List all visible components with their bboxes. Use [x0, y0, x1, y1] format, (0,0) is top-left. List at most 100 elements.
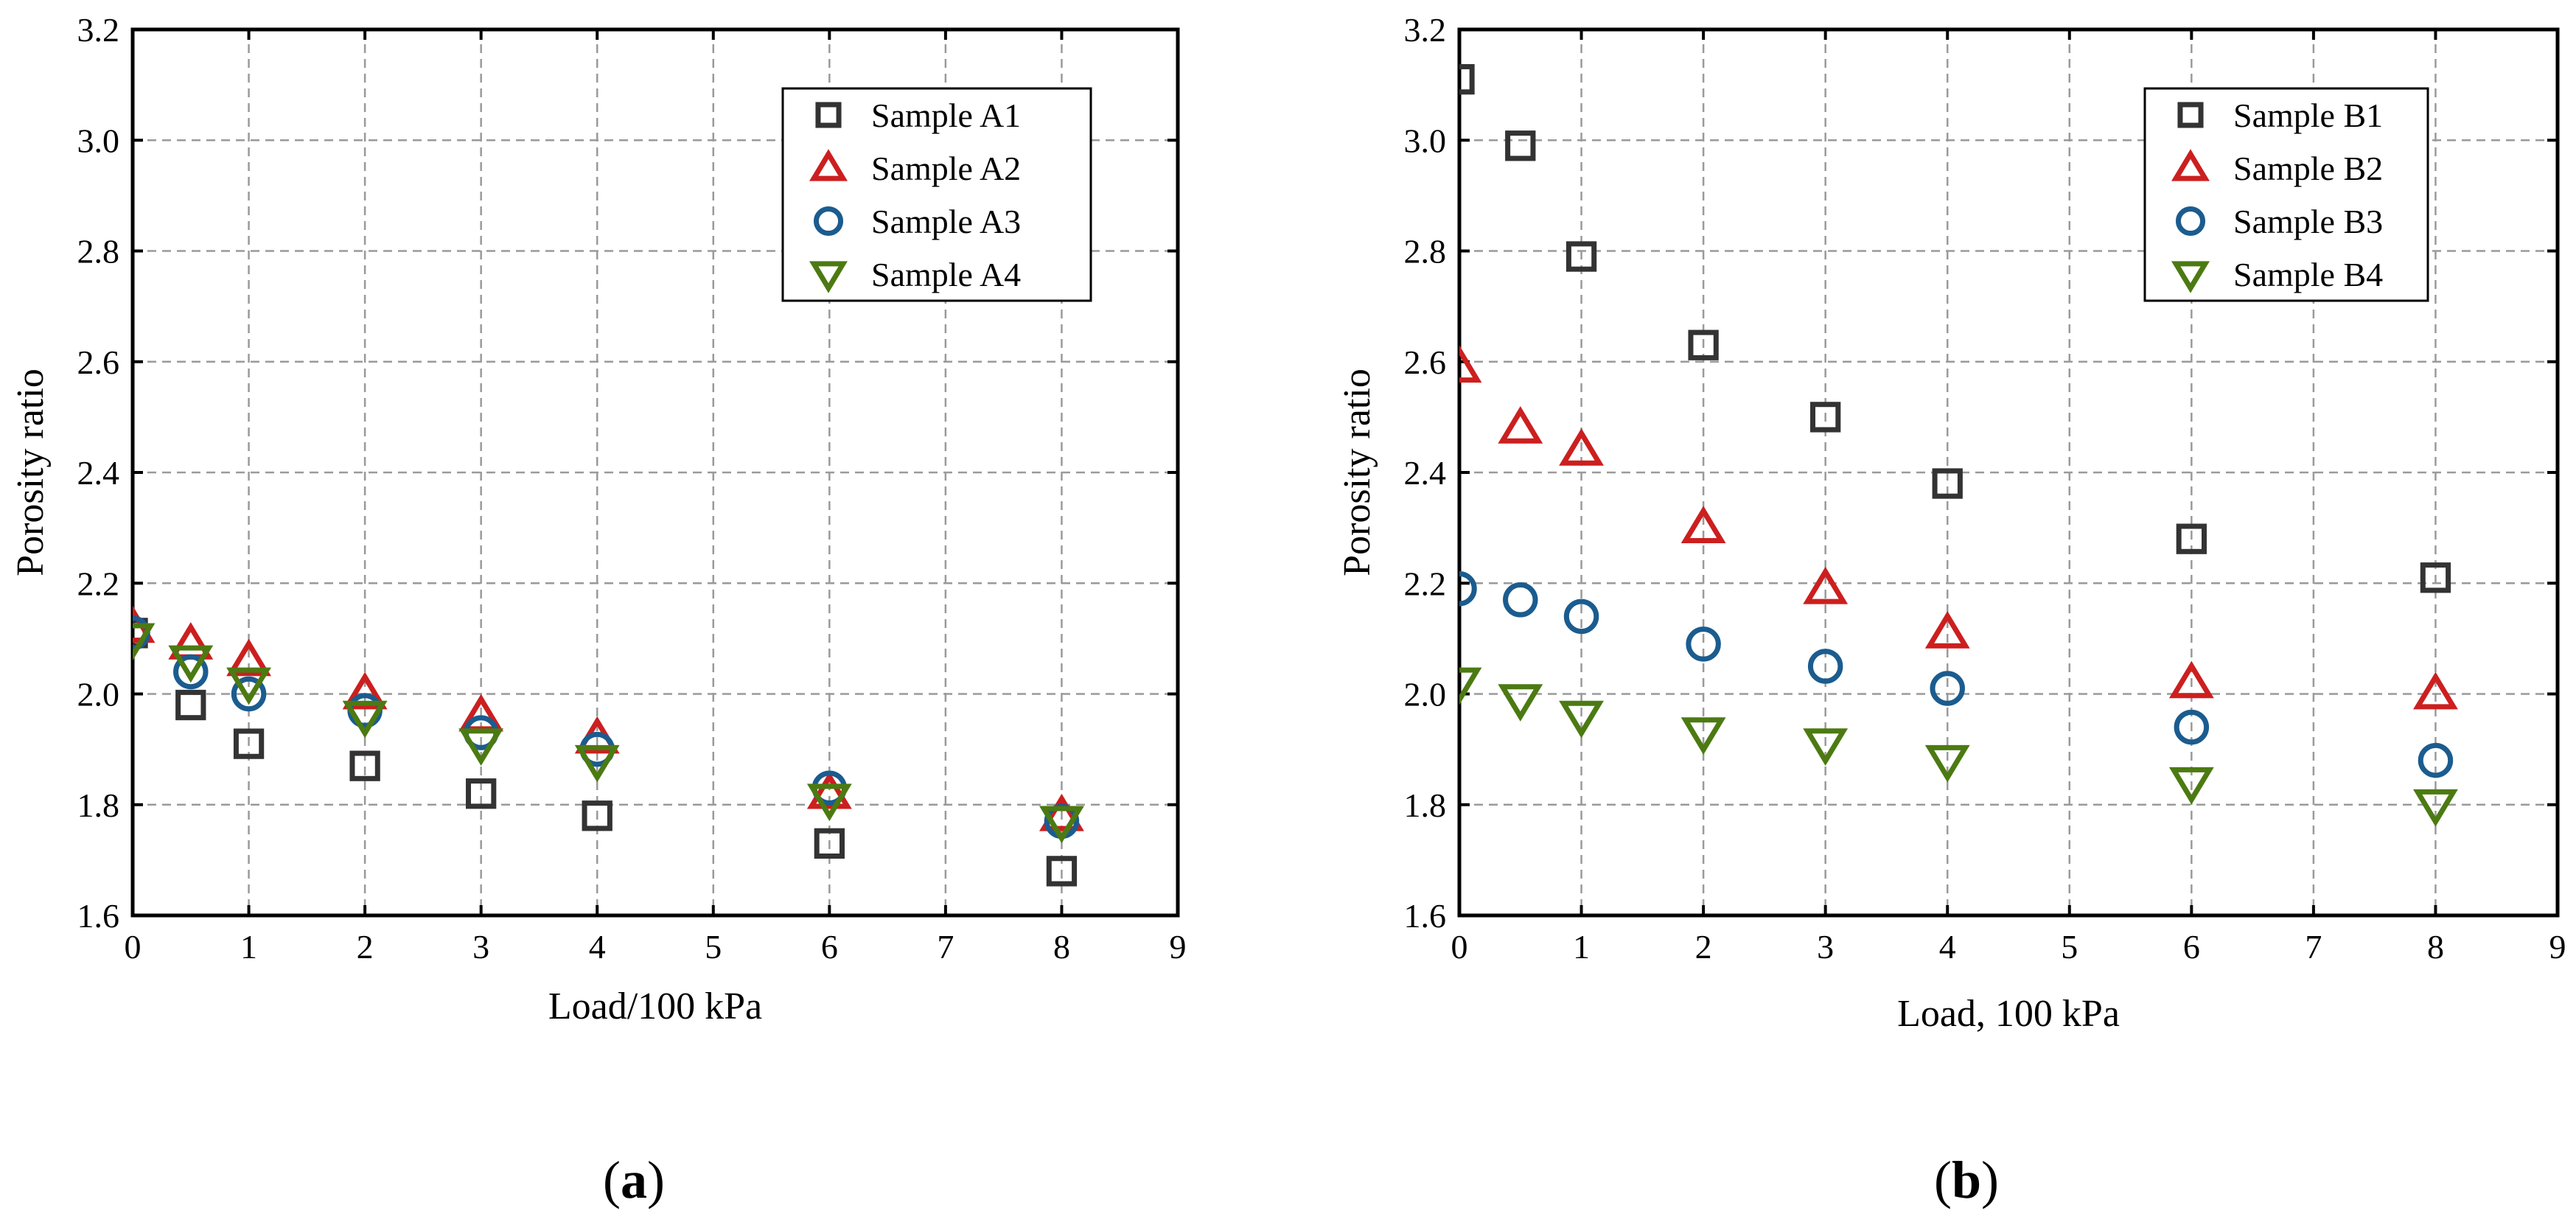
panel-label: (b): [1934, 1151, 1999, 1210]
y-tick-label: 2.6: [77, 343, 120, 381]
y-tick-label: 3.0: [77, 122, 120, 159]
x-tick-label: 5: [2061, 928, 2078, 966]
legend-marker: [2175, 206, 2206, 237]
y-tick-label: 2.8: [77, 233, 120, 271]
x-tick-label: 4: [589, 928, 606, 966]
x-tick-label: 0: [125, 928, 142, 966]
data-point: [2413, 671, 2458, 710]
data-point: [1810, 402, 1841, 433]
data-point: [2174, 709, 2210, 745]
x-tick-label: 1: [1573, 928, 1590, 966]
data-points: [133, 605, 1084, 887]
data-point: [1459, 667, 1482, 705]
data-point: [574, 744, 620, 783]
y-tick-label: 2.2: [77, 565, 120, 602]
data-point: [1503, 582, 1538, 618]
x-tick-label: 7: [2305, 928, 2322, 966]
x-tick-label: 9: [1170, 928, 1187, 966]
x-tick-label: 0: [1451, 928, 1468, 966]
legend: Sample B1 Sample B2 Sample B3 Sample B4: [2143, 87, 2429, 302]
data-point: [1686, 627, 1721, 662]
data-point: [1930, 671, 1965, 706]
data-points: [1459, 63, 2458, 827]
data-point: [1688, 329, 1719, 360]
data-point: [226, 638, 271, 677]
legend-marker: [815, 102, 842, 128]
data-point: [1459, 571, 1477, 607]
data-point: [1046, 856, 1078, 887]
data-point: [1559, 700, 1604, 739]
y-tick-label: 2.2: [1404, 565, 1447, 602]
data-point: [814, 828, 845, 859]
x-axis-label: Load, 100 kPa: [1897, 993, 2120, 1035]
data-point: [2413, 789, 2458, 827]
data-point: [1563, 598, 1599, 635]
data-point: [1924, 610, 1970, 649]
data-point: [2168, 767, 2214, 805]
data-point: [168, 645, 214, 683]
x-tick-label: 3: [472, 928, 489, 966]
data-point: [1803, 566, 1849, 604]
data-point: [173, 654, 209, 690]
legend-marker: [2177, 102, 2204, 128]
y-tick-label: 1.6: [77, 897, 120, 935]
legend-marker: [2171, 261, 2210, 293]
data-point: [582, 800, 612, 831]
x-tick-label: 6: [821, 928, 838, 966]
data-point: [2168, 660, 2214, 699]
y-tick-label: 3.2: [1404, 11, 1447, 49]
data-point: [458, 728, 504, 767]
x-tick-label: 4: [1939, 928, 1956, 966]
data-point: [1566, 241, 1597, 272]
data-point: [1807, 649, 1843, 684]
legend-label: Sample A3: [871, 203, 1021, 240]
legend-label: Sample B4: [2233, 256, 2383, 293]
y-tick-label: 2.4: [1404, 454, 1447, 492]
legend-label: Sample B1: [2233, 97, 2383, 134]
data-point: [226, 667, 271, 705]
data-point: [342, 700, 388, 739]
y-tick-label: 3.2: [77, 11, 120, 49]
legend-marker: [809, 261, 848, 293]
y-axis-label: Porosity ratio: [10, 369, 52, 576]
data-point: [1803, 728, 1849, 767]
x-tick-label: 7: [937, 928, 954, 966]
x-tick-label: 6: [2183, 928, 2200, 966]
data-point: [806, 783, 852, 822]
data-point: [1039, 793, 1084, 831]
legend-label: Sample B2: [2233, 150, 2383, 187]
data-point: [1498, 684, 1543, 722]
data-point: [1924, 744, 1970, 783]
data-point: [1459, 63, 1475, 95]
x-tick-label: 9: [2549, 928, 2566, 966]
legend-label: Sample A2: [871, 150, 1021, 187]
x-tick-label: 3: [1817, 928, 1834, 966]
y-tick-label: 2.0: [1404, 676, 1447, 713]
chart-panel-a: 0 1 2 3 4 5 6 7 8 9 1.6 1.8 2.0 2.2 2.4 2.6 2.8 3.0 3.2 Loa…: [10, 11, 1187, 1210]
data-point: [806, 771, 852, 809]
legend: Sample A1 Sample A2 Sample A3 Sample A4: [781, 87, 1092, 302]
data-point: [1559, 428, 1604, 466]
data-point: [1680, 717, 1726, 755]
y-tick-label: 2.0: [77, 676, 120, 713]
data-point: [175, 689, 206, 721]
x-tick-label: 2: [1695, 928, 1712, 966]
legend-label: Sample A4: [871, 256, 1021, 293]
data-point: [2418, 742, 2454, 778]
x-tick-label: 8: [1053, 928, 1070, 966]
panel-label: (a): [603, 1151, 665, 1210]
series-sample-a4: [133, 623, 1084, 844]
series-sample-b2: [1459, 345, 2458, 710]
series-sample-b1: [1459, 63, 2451, 593]
data-point: [231, 676, 267, 712]
series-sample-b4: [1459, 667, 2458, 827]
y-tick-label: 3.0: [1404, 122, 1447, 159]
data-point: [133, 623, 156, 661]
y-tick-label: 1.8: [1404, 786, 1447, 824]
data-point: [233, 728, 265, 759]
y-tick-label: 2.8: [1404, 233, 1447, 271]
legend-marker: [813, 206, 844, 237]
chart-panel-b: 0 1 2 3 4 5 6 7 8 9 1.6 1.8 2.0 2.2 2.4 2.6 2.8 3.0 3.2 Loa…: [1336, 11, 2566, 1210]
x-tick-label: 8: [2427, 928, 2444, 966]
